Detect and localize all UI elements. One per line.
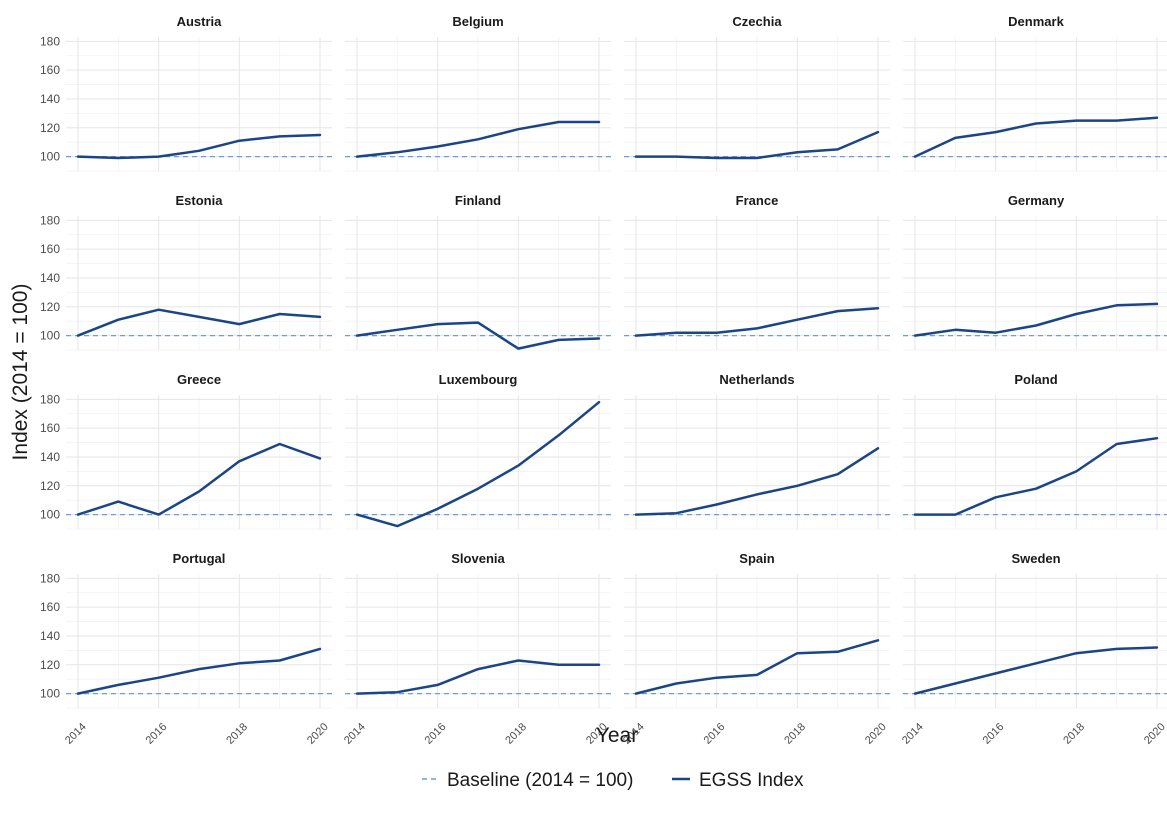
panel-title-austria: Austria [177,14,223,29]
panel-title-germany: Germany [1008,193,1065,208]
y-tick-label: 160 [40,600,60,614]
series-line-estonia [76,308,322,337]
panel-title-estonia: Estonia [176,193,224,208]
panel-title-portugal: Portugal [173,551,226,566]
y-tick-label: 160 [40,421,60,435]
y-tick-label: 140 [40,450,60,464]
series-line-slovenia [355,659,601,695]
series-line-germany [913,302,1159,337]
y-tick-label: 100 [40,150,60,164]
y-tick-label: 120 [40,300,60,314]
series-line-czechia [634,130,880,160]
x-tick-label: 2016 [144,721,170,747]
series-line-belgium [355,120,601,158]
x-tick-label: 2016 [423,721,449,747]
series-line-denmark [913,116,1159,158]
y-tick-label: 180 [40,34,60,48]
x-tick-label: 2018 [503,721,529,747]
x-tick-label: 2018 [782,721,808,747]
panel-title-sweden: Sweden [1011,551,1060,566]
series-line-finland [355,321,601,350]
panel-estonia: Estonia 100 120 140 160 180 [40,193,332,351]
x-tick-label: 2014 [900,721,926,747]
y-tick-label: 180 [40,571,60,585]
panel-title-czechia: Czechia [732,14,782,29]
panel-luxembourg: Luxembourg [345,372,611,530]
x-tick-label: 2020 [863,721,889,747]
panel-belgium: Belgium [345,14,611,172]
x-tick-label: 2016 [981,721,1007,747]
series-line-greece [76,442,322,516]
y-tick-label: 100 [40,329,60,343]
y-tick-label: 140 [40,92,60,106]
panel-title-finland: Finland [455,193,501,208]
y-tick-label: 120 [40,121,60,135]
legend-baseline-label: Baseline (2014 = 100) [447,770,633,791]
x-tick-label: 2018 [1061,721,1087,747]
x-tick-label: 2020 [1142,721,1167,747]
y-tick-label: 160 [40,242,60,256]
legend: Baseline (2014 = 100) EGSS Index [422,770,804,791]
panel-title-greece: Greece [177,372,221,387]
panel-denmark: Denmark [903,14,1167,172]
series-line-austria [76,133,322,160]
y-tick-label: 100 [40,687,60,701]
panel-netherlands: Netherlands [624,372,890,530]
panel-greece: Greece 100 120 140 160 180 [40,372,332,530]
panel-germany: Germany [903,193,1167,351]
panel-title-luxembourg: Luxembourg [439,372,518,387]
panel-sweden: Sweden 2014 2016 2018 2020 [900,551,1167,747]
y-axis-title: Index (2014 = 100) [9,284,32,461]
y-tick-label: 140 [40,629,60,643]
y-tick-label: 120 [40,479,60,493]
y-tick-label: 160 [40,63,60,77]
series-line-netherlands [634,447,880,516]
y-tick-label: 180 [40,213,60,227]
y-tick-label: 120 [40,658,60,672]
series-line-portugal [76,647,322,695]
y-tick-label: 100 [40,508,60,522]
panel-title-netherlands: Netherlands [719,372,794,387]
series-line-sweden [913,646,1159,695]
series-line-france [634,306,880,337]
series-line-poland [913,436,1159,516]
panel-title-belgium: Belgium [452,14,503,29]
panel-title-france: France [736,193,779,208]
panel-title-slovenia: Slovenia [451,551,505,566]
x-tick-label: 2018 [224,721,250,747]
x-tick-label: 2014 [63,721,89,747]
x-axis-title: Year [596,724,638,747]
x-tick-label: 2016 [702,721,728,747]
panel-czechia: Czechia [624,14,890,172]
legend-series-label: EGSS Index [699,770,804,791]
panel-poland: Poland [903,372,1167,530]
x-tick-label: 2014 [342,721,368,747]
x-tick-label: 2020 [305,721,331,747]
panel-title-denmark: Denmark [1008,14,1064,29]
panel-portugal: Portugal 100 120 140 160 180 2014 2016 2018 2020 [40,551,332,747]
series-line-spain [634,639,880,695]
panel-title-spain: Spain [739,551,774,566]
y-tick-label: 180 [40,392,60,406]
panel-france: France [624,193,890,351]
panel-finland: Finland [345,193,611,351]
panel-austria: Austria 100 120 140 160 180 [40,14,332,172]
y-tick-label: 140 [40,271,60,285]
panel-title-poland: Poland [1014,372,1057,387]
series-line-luxembourg [355,400,601,528]
panels-layer: Austria 100 120 140 160 180 Belgium Czechia Denm… [40,14,1167,747]
